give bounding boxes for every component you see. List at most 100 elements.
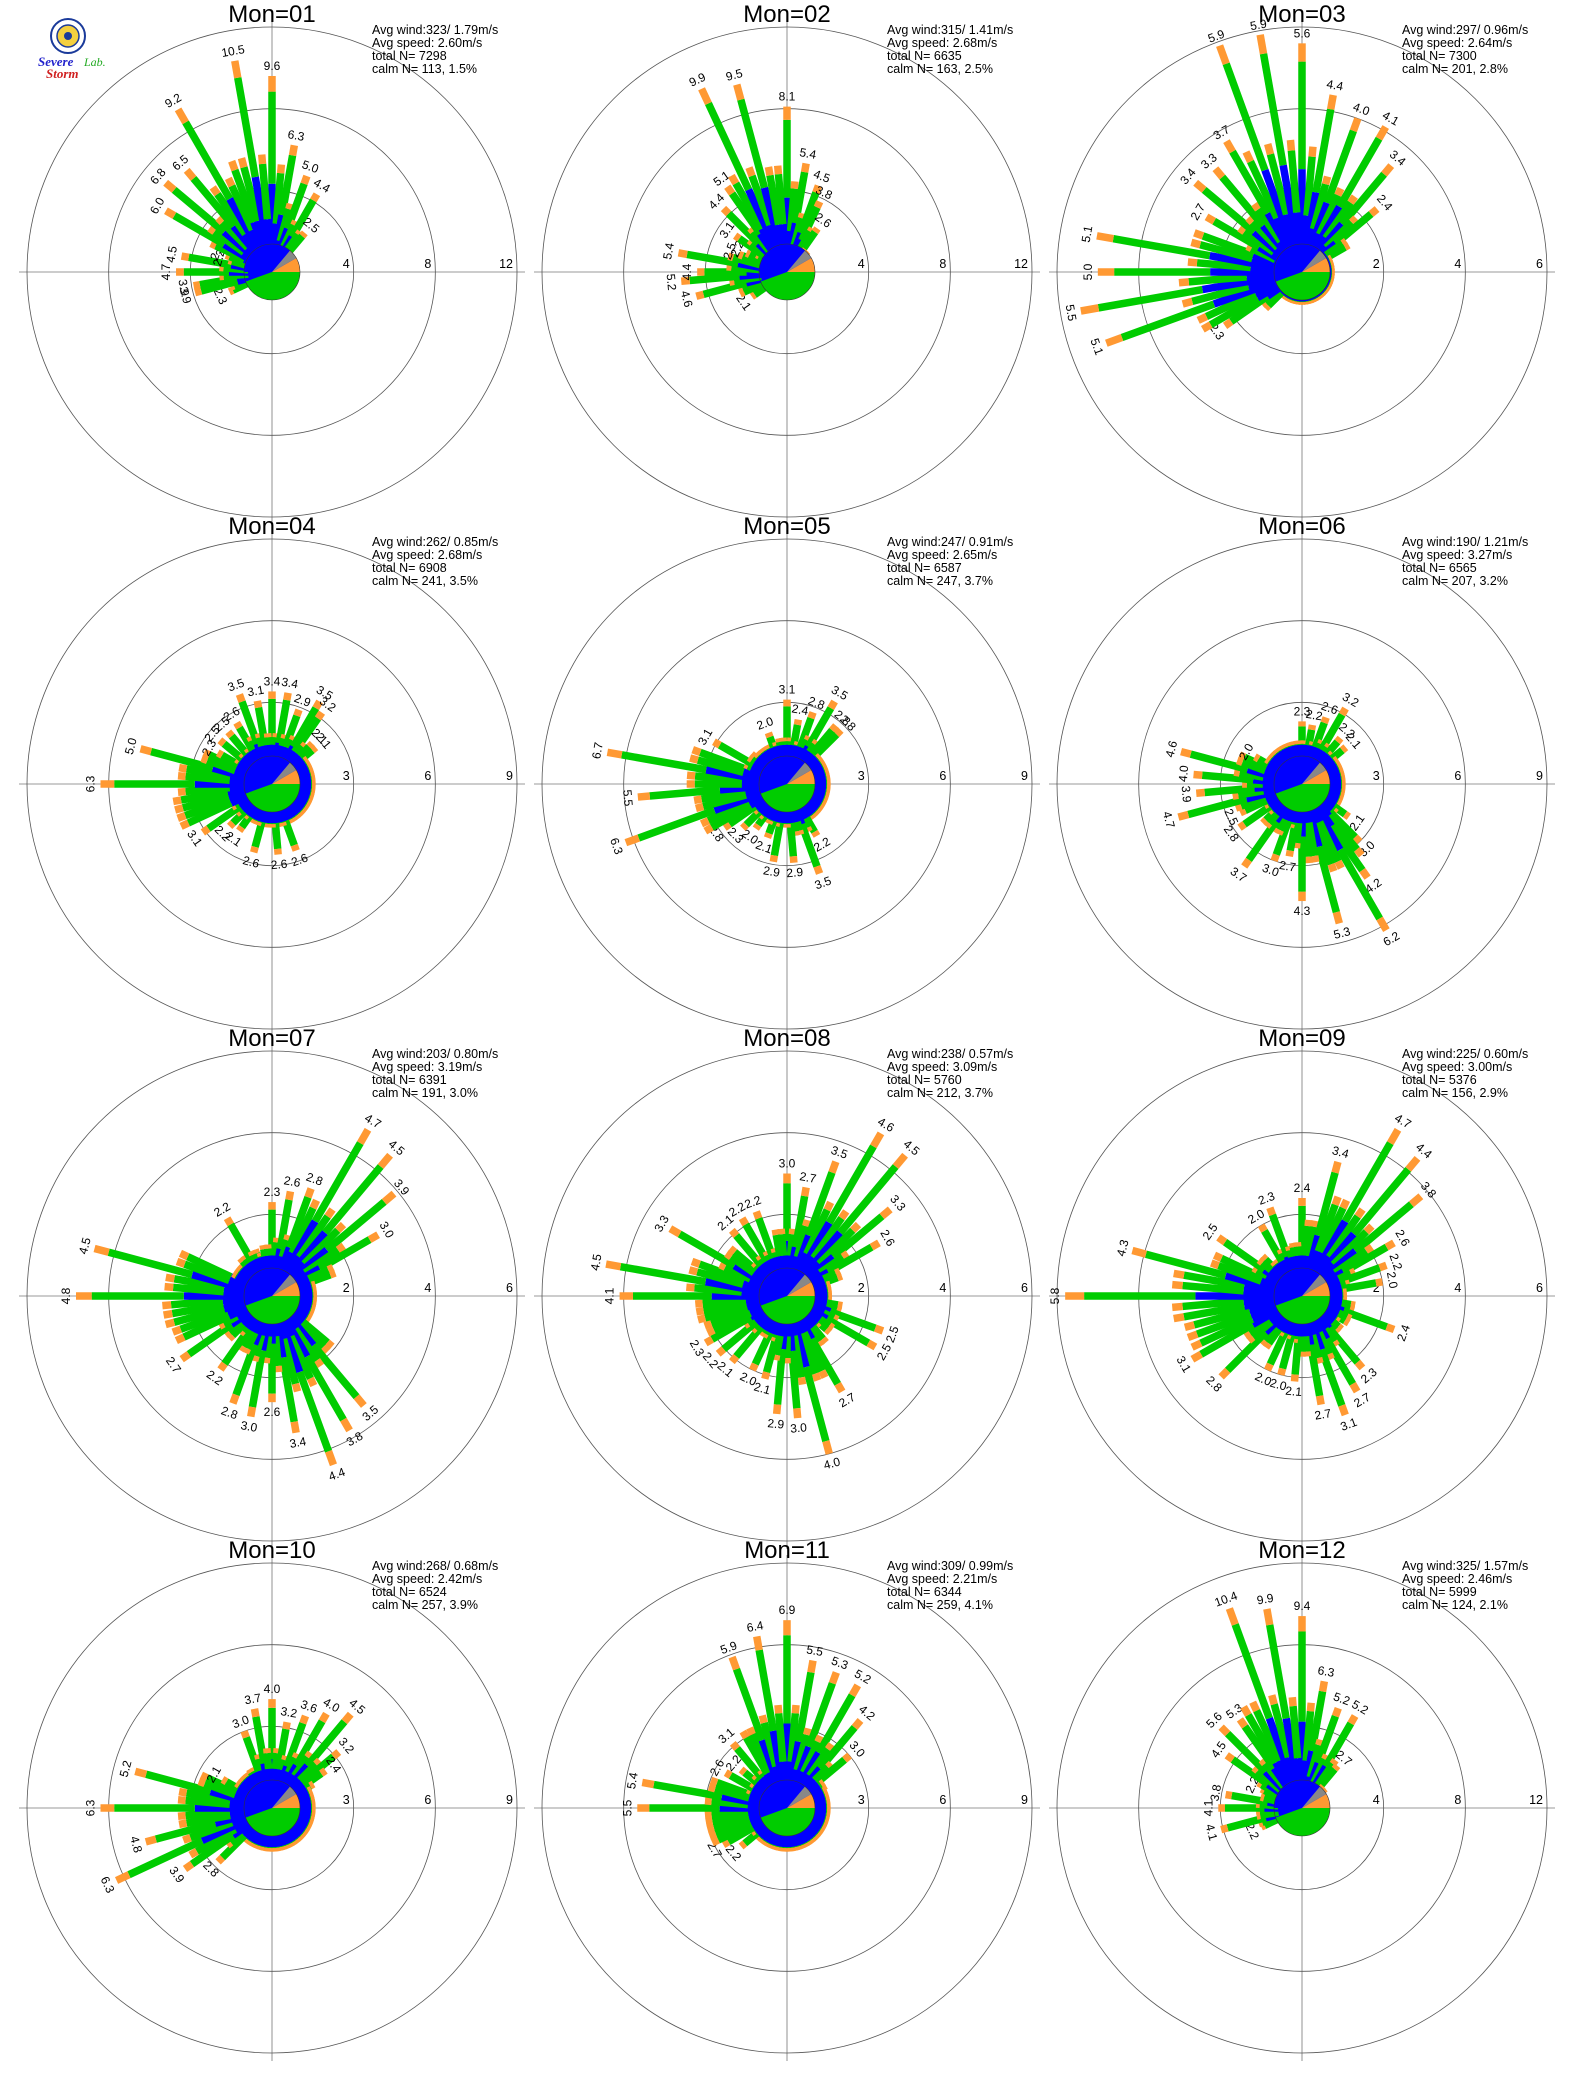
wind-bar-segment <box>1224 1752 1235 1763</box>
stat-line: Avg speed: 2.68m/s <box>887 36 997 50</box>
wind-bar-segment <box>733 1324 764 1359</box>
wind-bar-segment <box>892 1152 908 1169</box>
wind-bar-segment <box>774 1704 783 1714</box>
wind-bar-segment <box>276 164 286 174</box>
wind-bar-segment <box>732 1667 766 1742</box>
wind-bar-segment <box>1250 1319 1274 1341</box>
wind-bar-segment <box>251 1248 260 1255</box>
wind-bar-segment <box>791 171 809 224</box>
wind-bar-segment <box>1256 1779 1264 1789</box>
wind-bar-segment <box>708 1830 718 1840</box>
wind-bar-segment <box>1195 788 1206 797</box>
wind-bar-segment <box>774 173 787 225</box>
pie-slice-gray <box>1302 1786 1327 1808</box>
wind-bar-segment <box>1238 769 1265 781</box>
pie-slice-orange <box>787 1794 815 1808</box>
panel-title: Mon=12 <box>1258 1537 1345 1564</box>
pie-slice-gray <box>272 1274 297 1296</box>
wind-bar-segment <box>848 1683 862 1698</box>
bar-value-label: 6.7 <box>589 741 606 760</box>
wind-bar-segment <box>764 731 774 739</box>
windrose-panel: 4 8 129.46.35.25.22.72.24.14.13.8 2.24.55.6… <box>1049 1537 1555 2061</box>
wind-bar-segment <box>288 144 299 157</box>
stat-line: calm N= 191, 3.0% <box>372 1086 478 1100</box>
wind-bar-segment <box>164 1282 174 1292</box>
wind-bar-segment <box>728 1655 740 1671</box>
bar-value-label: 5.6 <box>1294 26 1311 40</box>
wind-bar-segment <box>691 746 702 756</box>
wind-bar-segment <box>728 1253 757 1276</box>
wind-bar-segment <box>1341 1141 1394 1224</box>
panel-title: Mon=04 <box>228 513 315 540</box>
bar-value-label: 4.0 <box>1351 100 1372 119</box>
wind-bar-segment <box>1212 1251 1224 1262</box>
wind-bar-segment <box>824 1326 833 1335</box>
bar-value-label: 4.6 <box>1162 739 1180 759</box>
wind-bar-segment <box>809 727 835 757</box>
wind-bar-segment <box>1262 302 1272 312</box>
pie-slice-gray <box>787 762 812 784</box>
wind-bar-segment <box>200 825 211 836</box>
wind-bar-segment <box>325 1450 337 1467</box>
wind-bar-segment <box>1209 1259 1220 1270</box>
pie-slice-green <box>760 1296 815 1324</box>
wind-bar-segment <box>280 733 289 740</box>
wind-bar-segment <box>292 1326 321 1363</box>
bar-value-label: 4.7 <box>159 263 173 280</box>
wind-bar-segment <box>1199 1321 1255 1358</box>
wind-bar-segment <box>275 699 291 744</box>
stat-line: total N= 6908 <box>372 561 447 575</box>
wind-bar-segment <box>774 1712 787 1763</box>
windrose-panel: 4 8 129.66.35.04.42.52.33.93.94.74.5 2.22.4… <box>19 1 525 525</box>
wind-bar-segment <box>1310 1220 1319 1228</box>
wind-bar-segment <box>828 1308 877 1332</box>
wind-bar-segment <box>254 706 269 747</box>
wind-bar-segment <box>790 1335 806 1379</box>
wind-bar-segment <box>240 1729 250 1739</box>
wind-bar-segment <box>1341 1279 1377 1293</box>
ring <box>1138 620 1466 948</box>
wind-bar-segment <box>812 731 840 759</box>
wind-bar-segment <box>705 101 752 192</box>
wind-bar-segment <box>304 1187 315 1199</box>
wind-bar-segment <box>217 737 227 747</box>
bar-value-label: 2.9 <box>786 865 804 880</box>
wind-bar-segment <box>773 165 783 175</box>
wind-bar-segment <box>737 98 769 189</box>
wind-bar-segment <box>1112 235 1211 260</box>
wind-bar-segment <box>1190 1350 1204 1363</box>
ring-label: 3 <box>858 1793 865 1807</box>
wind-bar-segment <box>1304 1219 1313 1227</box>
wind-bar-segment <box>739 1729 750 1740</box>
wind-bar-segment <box>1265 1326 1282 1346</box>
ring-label: 2 <box>858 1281 865 1295</box>
wind-bar-segment <box>1120 300 1216 342</box>
ring-label: 4 <box>1454 1281 1461 1295</box>
bar-value-label: 5.1 <box>1079 224 1096 243</box>
wind-bar-segment <box>288 734 298 742</box>
wind-bar-segment <box>225 729 235 739</box>
wind-bar-segment <box>810 1215 845 1261</box>
wind-bar-segment <box>840 1250 850 1260</box>
bar-value-label: 3.1 <box>246 683 265 700</box>
wind-bar-segment <box>786 822 798 857</box>
wind-bar-segment <box>1256 1257 1265 1266</box>
wind-bar-segment <box>723 1769 733 1779</box>
bar-value-label: 2.3 <box>264 1185 281 1199</box>
windrose-panel: 2 4 63.02.73.54.64.53.32.62.52.52.74.03.02… <box>534 1025 1040 1549</box>
ring-label: 3 <box>858 769 865 783</box>
wind-bar-segment <box>705 1817 714 1826</box>
wind-bar-segment <box>1320 716 1330 725</box>
wind-bar-segment <box>1336 136 1383 209</box>
wind-bar-segment <box>299 1714 310 1725</box>
wind-bar-segment <box>1268 1213 1292 1258</box>
wind-bar-segment <box>1308 1690 1327 1752</box>
wind-bar-segment <box>725 210 762 247</box>
wind-bar-segment <box>240 1253 249 1261</box>
wind-bar-segment <box>746 237 755 246</box>
wind-bar-segment <box>276 1199 293 1250</box>
wind-bar-segment <box>714 1817 752 1838</box>
pie-slice-green <box>245 272 300 300</box>
wind-bar-segment <box>694 1299 703 1308</box>
wind-bar-segment <box>194 1825 238 1855</box>
